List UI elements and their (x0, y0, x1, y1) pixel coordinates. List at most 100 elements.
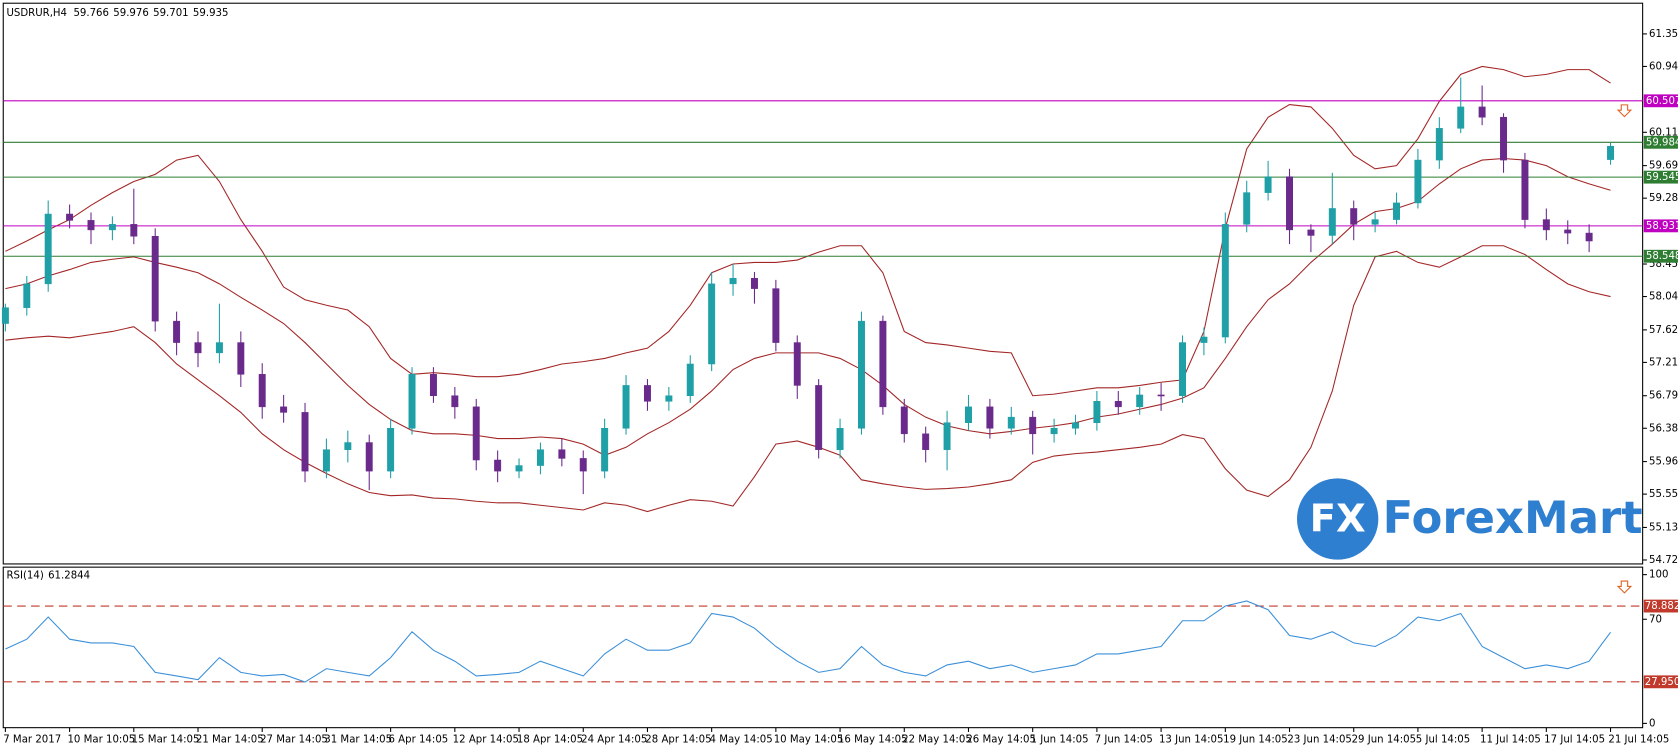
candle-body (1114, 401, 1122, 408)
candle-body (729, 278, 737, 285)
level-label: 58.548 (1646, 251, 1678, 262)
x-tick-label: 21 Jul 14:05 (1608, 734, 1669, 745)
candle-body (1286, 176, 1293, 231)
candle-body (1, 307, 9, 324)
low-value: 59.701 (153, 8, 189, 19)
candle-body (750, 278, 758, 289)
candle-body (772, 288, 780, 343)
level-box (1643, 249, 1678, 263)
high-value: 59.976 (113, 8, 149, 19)
x-tick-label: 1 Jun 14:05 (1031, 734, 1089, 745)
candle-body (66, 213, 74, 221)
candle-body (665, 395, 673, 402)
candle-body (1607, 145, 1615, 160)
y-tick-label: 55.550 (1649, 489, 1678, 500)
candle-body (686, 363, 694, 396)
candle-body (1478, 106, 1486, 118)
candle-body (1371, 219, 1379, 225)
candle-body (579, 458, 587, 472)
x-tick-label: 6 Apr 14:05 (388, 734, 448, 745)
candle-body (1414, 159, 1422, 204)
x-tick-label: 16 May 14:05 (838, 734, 908, 745)
y-tick-label: 56.380 (1649, 423, 1678, 434)
y-tick-label: 59.690 (1649, 161, 1678, 172)
x-tick-label: 10 Mar 10:05 (67, 734, 135, 745)
candle-body (943, 422, 951, 450)
x-tick-label: 24 Apr 14:05 (581, 734, 647, 745)
candle-body (1350, 208, 1358, 225)
candle-body (194, 342, 202, 354)
y-tick-label: 57.210 (1649, 357, 1678, 368)
x-tick-label: 10 May 14:05 (774, 734, 844, 745)
y-tick-label: 70 (1649, 614, 1662, 625)
level-box (1643, 170, 1678, 184)
candle-body (1564, 229, 1572, 234)
candle-body (1093, 401, 1101, 423)
candle-body (130, 224, 138, 237)
candle-body (601, 427, 609, 472)
candle-body (1585, 232, 1593, 242)
logo-mark: FX (1310, 497, 1366, 542)
candle-body (1243, 192, 1251, 225)
y-tick-label: 56.790 (1649, 391, 1678, 402)
candle-body (1457, 106, 1465, 129)
x-tick-label: 22 May 14:05 (902, 734, 972, 745)
y-tick-label: 55.960 (1649, 457, 1678, 468)
candle-body (365, 442, 373, 472)
candle-body (1264, 176, 1272, 193)
candle-body (1328, 208, 1336, 236)
candle-body (1136, 394, 1144, 408)
candle-body (965, 406, 972, 423)
candle-body (1435, 128, 1443, 161)
rsi-value: 61.2844 (48, 571, 90, 582)
y-tick-label: 60.110 (1649, 127, 1678, 138)
main-panel (2, 2, 1644, 565)
candle-body (1072, 422, 1079, 429)
x-tick-label: 23 Jun 14:05 (1287, 734, 1352, 745)
level-label: 78.8820 (1645, 601, 1678, 612)
candle-body (1307, 229, 1315, 236)
candle-body (215, 342, 223, 354)
candle-body (857, 320, 865, 429)
rsi-header: RSI(14) 61.2844 (6, 571, 90, 582)
candle-body (408, 374, 416, 429)
candle-body (472, 406, 480, 461)
level-label: 58.931 (1646, 221, 1678, 232)
candle-body (922, 433, 930, 450)
header: USDRUR,H4 59.766 59.976 59.701 59.935 (6, 8, 228, 19)
x-tick-label: 28 Apr 14:05 (645, 734, 711, 745)
rsi-panel (2, 566, 1644, 729)
y-tick-label: 54.720 (1649, 555, 1678, 566)
level-box (1643, 94, 1678, 108)
x-tick-label: 17 Jul 14:05 (1544, 734, 1605, 745)
candle-body (900, 406, 908, 435)
candle-body (815, 385, 823, 450)
x-tick-label: 31 Mar 14:05 (324, 734, 392, 745)
x-tick-label: 15 Mar 14:05 (132, 734, 200, 745)
candle-body (344, 442, 352, 450)
bollinger-band (5, 157, 1611, 456)
level-box (1643, 675, 1678, 689)
candle-body (1050, 427, 1058, 435)
candle-body (879, 320, 887, 408)
close-value: 59.935 (193, 8, 229, 19)
candle-body (708, 283, 716, 365)
y-tick-label: 0 (1649, 718, 1655, 729)
x-tick-label: 18 Apr 14:05 (517, 734, 583, 745)
candle-body (1521, 159, 1529, 220)
candle-body (494, 459, 502, 472)
logo-text: ForexMart (1383, 491, 1643, 544)
candle-body (793, 342, 801, 386)
level-box (1643, 219, 1678, 233)
logo: FX ForexMart (1297, 478, 1643, 560)
rsi-title: RSI(14) (6, 571, 43, 582)
candle-body (643, 385, 651, 402)
candle-body (558, 449, 566, 459)
y-tick-label: 60.940 (1649, 61, 1678, 72)
candle-body (151, 235, 159, 322)
x-tick-label: 7 Jun 14:05 (1095, 734, 1153, 745)
candle-body (451, 395, 459, 408)
level-label: 27.9503 (1645, 677, 1678, 688)
